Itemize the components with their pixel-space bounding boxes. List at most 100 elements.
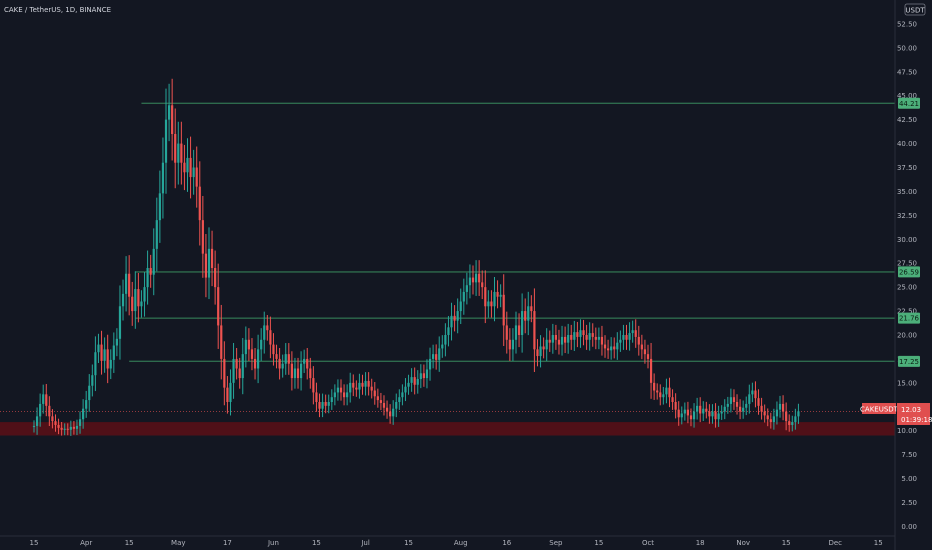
candle-body [161,162,165,194]
bar-countdown: 01:39:18 [901,416,932,424]
y-tick-label: 2.50 [901,499,917,507]
candle-body [48,405,51,417]
y-tick-label: 45.00 [897,92,917,100]
candle-body [198,186,201,221]
candle-body [450,315,453,328]
candle-body [204,253,208,278]
candle-body [508,339,511,350]
candle-body [336,387,340,393]
candle-body [625,335,628,340]
level-label: 44.21 [899,100,919,108]
candle-body [493,291,496,307]
candle-body [263,325,266,340]
candle-body [689,415,693,420]
candle-body [674,402,677,410]
candle-body [278,358,281,369]
candle-body [723,406,726,412]
candle-body [680,413,683,418]
candle-body [637,336,640,345]
candle-body [760,405,763,412]
candle-body [349,382,352,393]
candle-body [708,411,711,417]
candle-body [407,382,410,387]
candle-body [462,291,465,302]
candle-body [422,373,425,379]
currency-badge-label: USDT [905,7,925,15]
candle-body [453,315,456,321]
candle-body [247,339,250,350]
candle-body [539,346,542,357]
candle-body [106,349,109,369]
candle-body [631,330,634,334]
candle-body [665,387,668,395]
candle-body [778,403,782,410]
candle-body [554,335,557,340]
candle-body [797,411,800,417]
candle-body [570,335,573,340]
candle-body [548,339,551,343]
candle-body [195,167,198,187]
x-tick-label: 16 [502,539,511,547]
candle-body [419,373,422,380]
candle-body [115,338,118,346]
candle-body [167,105,171,120]
candle-body [352,382,355,388]
horizontal-levels-layer [129,102,895,363]
candle-body [588,333,591,340]
candle-body [54,421,57,425]
candle-body [315,392,318,402]
candle-body [600,336,604,345]
symbol-tag-label: CAKEUSDT [860,406,899,414]
candle-body [306,358,309,369]
candle-body [438,348,441,360]
y-tick-label: 22.50 [897,308,917,316]
candle-body [714,411,717,420]
candle-body [398,397,401,402]
candle-body [490,301,493,307]
candle-body [692,411,696,420]
candle-body [514,325,518,340]
candle-body [137,289,140,307]
candle-body [785,411,788,422]
x-tick-label: Nov [736,539,750,547]
candle-body [720,411,723,414]
candle-body [594,336,597,340]
candle-body [232,358,235,383]
candle-body [342,392,346,398]
currency-badge[interactable] [904,3,926,16]
candle-body [683,409,686,414]
candle-body [189,157,192,178]
candle-body [72,426,76,429]
candle-body [634,330,637,337]
candle-body [42,394,45,404]
candle-body [214,268,217,288]
candle-body [545,339,548,350]
x-tick-label: 15 [594,539,603,547]
level-label-bg [898,312,920,324]
candle-body [471,277,475,283]
time-axis[interactable]: 15 Apr 15 May 17 Jun 15 Jul 15 Aug 16 Sep 15 Oct 18 Nov… [30,539,883,547]
candle-body [579,330,582,337]
candle-body [318,402,321,409]
candle-body [63,428,66,430]
candle-body [524,311,527,321]
candle-body [312,378,315,393]
candle-body [201,220,204,254]
candle-body [324,402,327,406]
y-tick-label: 40.00 [897,140,917,148]
candle-body [100,344,103,361]
candle-body [643,349,647,355]
candle-body [192,167,195,178]
level-label: 26.59 [899,268,919,276]
candle-body [75,425,79,429]
y-tick-label: 37.50 [897,164,917,172]
y-tick-label: 42.50 [897,116,917,124]
candle-body [732,397,736,402]
support-zone-layer [0,410,895,436]
candle-body [413,377,416,385]
candle-body [465,285,468,292]
candle-body [597,336,600,340]
